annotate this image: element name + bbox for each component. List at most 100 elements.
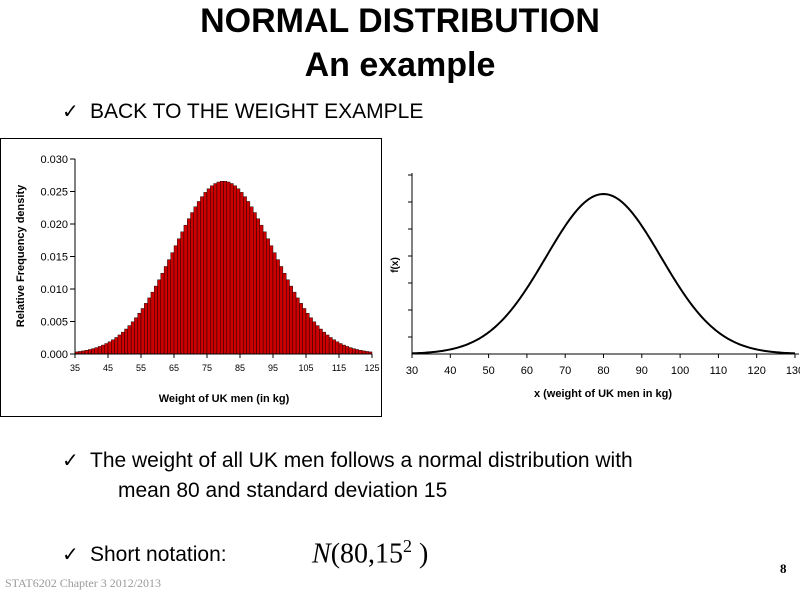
histogram-bar [134, 317, 138, 355]
bullet-text: Short notation: [90, 543, 227, 566]
histogram-bar [210, 185, 214, 355]
histogram-bar [312, 321, 317, 355]
histogram-bar [276, 259, 280, 355]
histogram-bar [345, 346, 350, 355]
histogram-x-ticks: 35 45 55 65 75 85 95 105 115 125 [70, 354, 380, 373]
histogram-bar [319, 328, 323, 355]
bullet-back-to-weight: ✓ BACK TO THE WEIGHT EXAMPLE [62, 99, 423, 124]
density-curve [411, 192, 796, 355]
histogram-bar [226, 181, 231, 355]
histogram-bar [130, 321, 135, 355]
x-tick-label: 55 [136, 363, 146, 373]
x-tick-label: 125 [364, 363, 379, 373]
histogram-bar [186, 218, 191, 355]
histogram-bar [295, 297, 300, 355]
histogram-bar [315, 325, 320, 355]
notation-symbol: N [312, 538, 331, 570]
histogram-bar [170, 252, 175, 355]
histogram-bar [266, 238, 270, 355]
histogram-bar [279, 266, 284, 355]
x-tick-label: 45 [103, 363, 113, 373]
histogram-bar [163, 266, 168, 355]
y-tick-label: 0.000 [40, 349, 68, 361]
histogram-bar [302, 308, 307, 355]
y-tick-label: 0.005 [40, 317, 68, 329]
check-icon: ✓ [62, 101, 79, 123]
x-tick-label: 115 [332, 363, 346, 373]
x-tick-label: 65 [169, 363, 179, 373]
slide-subtitle: An example [304, 46, 496, 84]
histogram-bar [229, 183, 234, 355]
bullet-text: BACK TO THE WEIGHT EXAMPLE [90, 100, 424, 123]
histogram-bar [325, 334, 330, 355]
histogram-bar [104, 343, 109, 355]
histogram-bar [272, 252, 277, 355]
x-tick-label: 30 [406, 365, 418, 377]
density-y-ticks [408, 174, 412, 338]
histogram-bar [200, 196, 204, 355]
histogram-y-axis-label: Relative Frequency density [15, 184, 27, 327]
histogram-bar [87, 349, 92, 355]
histogram-bar [114, 337, 119, 355]
histogram-bar [150, 291, 155, 355]
histogram-chart: 0.000 0.005 0.010 0.015 0.020 0.025 0.030 35 45… [0, 138, 382, 417]
x-tick-label: 85 [235, 363, 245, 373]
histogram-bar [127, 325, 132, 355]
density-x-axis-label: x (weight of UK men in kg) [534, 388, 672, 400]
footer-text: STAT6202 Chapter 3 2012/2013 [5, 576, 162, 590]
notation-open: (80,15 [330, 538, 404, 570]
x-tick-label: 100 [671, 365, 689, 377]
histogram-bar [219, 181, 224, 355]
bullet-text-line2: mean 80 and standard deviation 15 [118, 479, 448, 502]
histogram-bar [352, 348, 356, 355]
x-tick-label: 110 [710, 365, 728, 377]
histogram-bar [137, 313, 142, 355]
check-icon: ✓ [62, 450, 79, 472]
x-tick-label: 35 [70, 363, 80, 373]
histogram-bar [180, 231, 185, 355]
histogram-bar [292, 291, 297, 355]
histogram-bar [120, 331, 125, 355]
histogram-bar [153, 285, 158, 355]
histogram-bar [342, 344, 346, 355]
histogram-bar [193, 206, 198, 355]
y-tick-label: 0.015 [40, 252, 68, 264]
histogram-bar [256, 218, 260, 355]
histogram-bar [309, 317, 313, 355]
bullet-short-notation: ✓ Short notation: [62, 542, 227, 567]
histogram-bar [322, 331, 326, 355]
histogram-bar [328, 337, 333, 355]
x-tick-label: 50 [482, 365, 494, 377]
histogram-bar [144, 303, 148, 355]
histogram-bar [269, 245, 274, 355]
x-tick-label: 90 [636, 365, 648, 377]
histogram-y-ticks: 0.000 0.005 0.010 0.015 0.020 0.025 0.030 [40, 154, 75, 361]
histogram-bar [332, 339, 336, 355]
histogram-bar [101, 344, 105, 355]
x-tick-label: 105 [298, 363, 313, 373]
histogram-bar [173, 245, 178, 355]
histogram-bar [249, 206, 254, 355]
x-tick-label: 80 [597, 365, 609, 377]
histogram-bar [196, 201, 201, 355]
histogram-bar [286, 279, 290, 355]
histogram-bar [94, 347, 99, 355]
histogram-bar [236, 188, 241, 355]
slide-title: NORMAL DISTRIBUTION [200, 2, 600, 40]
histogram-bar [233, 185, 237, 355]
histogram-bar [147, 297, 152, 355]
histogram-bar [206, 188, 211, 355]
histogram-bar [305, 313, 310, 355]
density-y-axis-label: f(x) [390, 257, 401, 273]
x-tick-label: 70 [559, 365, 571, 377]
histogram-bar [262, 231, 267, 355]
histogram-bar [140, 308, 145, 355]
y-tick-label: 0.020 [40, 219, 68, 231]
histogram-bar [252, 212, 257, 355]
histogram-bars [74, 181, 373, 355]
histogram-bar [124, 328, 128, 355]
histogram-x-axis-label: Weight of UK men (in kg) [159, 393, 290, 405]
y-tick-label: 0.025 [40, 187, 68, 199]
x-tick-label: 60 [521, 365, 533, 377]
histogram-bar [243, 196, 247, 355]
